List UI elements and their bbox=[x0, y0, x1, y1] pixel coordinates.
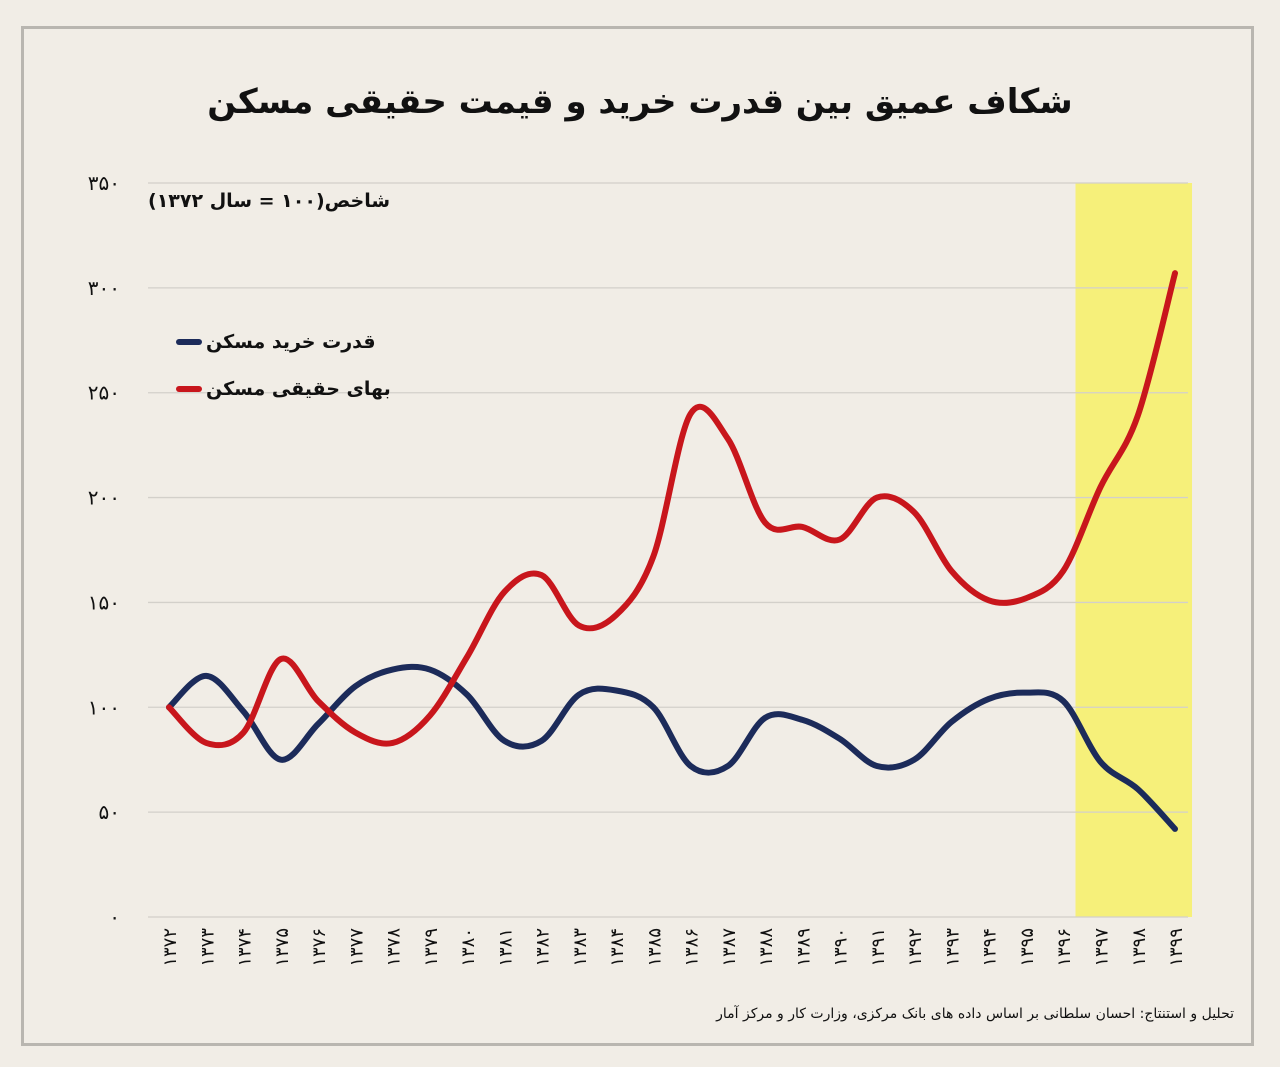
x-tick-label: ۱۳۷۷ bbox=[346, 928, 367, 967]
y-tick-label: ۳۰۰ bbox=[88, 276, 120, 300]
legend-item-real-price: بهای حقیقی مسکن bbox=[176, 378, 391, 400]
chart-title: شکاف عمیق بین قدرت خرید و قیمت حقیقی مسک… bbox=[207, 82, 1073, 122]
x-tick-label: ۱۳۷۵ bbox=[272, 928, 293, 967]
x-tick-label: ۱۳۷۸ bbox=[384, 928, 405, 967]
x-tick-label: ۱۳۹۷ bbox=[1092, 928, 1113, 967]
x-tick-label: ۱۳۸۳ bbox=[570, 928, 591, 967]
x-tick-label: ۱۳۷۲ bbox=[160, 928, 181, 967]
x-tick-label: ۱۳۸۰ bbox=[458, 928, 479, 967]
x-tick-label: ۱۳۸۸ bbox=[756, 928, 777, 967]
y-tick-label: ۲۵۰ bbox=[88, 381, 120, 405]
legend-swatch-real-price bbox=[176, 386, 202, 392]
y-tick-label: ۰ bbox=[109, 905, 120, 929]
x-tick-label: ۱۳۹۳ bbox=[942, 928, 963, 967]
index-base-label: شاخص(۱۰۰ = سال ۱۳۷۲) bbox=[148, 190, 391, 212]
y-tick-label: ۵۰ bbox=[99, 800, 120, 824]
legend-swatch-purchasing-power bbox=[176, 339, 202, 345]
x-tick-label: ۱۳۷۶ bbox=[309, 928, 330, 967]
x-tick-label: ۱۳۸۷ bbox=[719, 928, 740, 967]
x-tick-label: ۱۳۷۳ bbox=[197, 928, 218, 967]
legend-label-real-price: بهای حقیقی مسکن bbox=[206, 378, 391, 400]
x-tick-label: ۱۳۹۱ bbox=[868, 928, 889, 967]
x-tick-label: ۱۳۹۹ bbox=[1166, 928, 1187, 967]
y-tick-label: ۱۵۰ bbox=[88, 590, 120, 614]
series-line-purchasing-power bbox=[166, 663, 1179, 832]
x-tick-label: ۱۳۸۶ bbox=[682, 928, 703, 967]
legend-item-purchasing-power: قدرت خرید مسکن bbox=[176, 331, 376, 353]
x-tick-label: ۱۳۹۰ bbox=[831, 928, 852, 967]
x-tick-label: ۱۳۹۶ bbox=[1054, 928, 1075, 967]
x-tick-label: ۱۳۸۵ bbox=[644, 928, 665, 967]
legend-label-purchasing-power: قدرت خرید مسکن bbox=[206, 331, 376, 353]
x-tick-label: ۱۳۷۴ bbox=[235, 928, 256, 967]
x-tick-label: ۱۳۷۹ bbox=[421, 928, 442, 967]
y-tick-label: ۱۰۰ bbox=[88, 695, 120, 719]
x-tick-label: ۱۳۹۴ bbox=[980, 928, 1001, 967]
x-tick-label: ۱۳۹۲ bbox=[905, 928, 926, 967]
chart-frame bbox=[21, 26, 1254, 1046]
source-note: تحلیل و استنتاج: احسان سلطانی بر اساس دا… bbox=[716, 1006, 1234, 1022]
highlight-region bbox=[1075, 183, 1193, 917]
x-tick-label: ۱۳۸۴ bbox=[607, 928, 628, 967]
x-tick-label: ۱۳۹۸ bbox=[1129, 928, 1150, 967]
y-tick-label: ۳۵۰ bbox=[88, 171, 120, 195]
y-tick-label: ۲۰۰ bbox=[88, 486, 120, 510]
x-tick-label: ۱۳۸۲ bbox=[533, 928, 554, 967]
x-tick-label: ۱۳۹۵ bbox=[1017, 928, 1038, 967]
x-tick-label: ۱۳۸۱ bbox=[495, 928, 516, 967]
x-tick-label: ۱۳۸۹ bbox=[793, 928, 814, 967]
